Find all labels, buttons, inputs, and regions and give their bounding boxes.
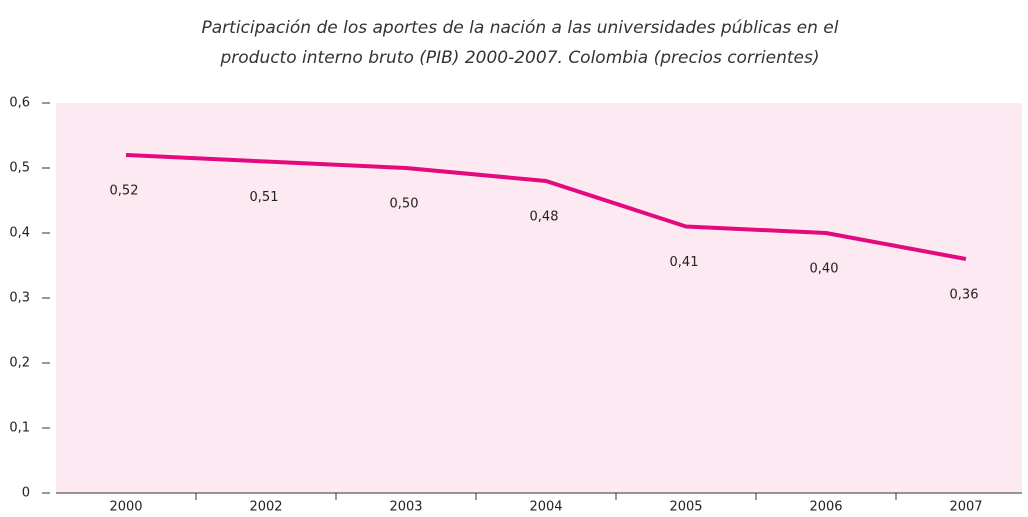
x-tick-label: 2002 [249,500,282,515]
data-label: 0,48 [530,210,559,225]
data-label: 0,50 [390,197,419,212]
chart-title: producto interno bruto (PIB) 2000-2007. … [219,48,819,68]
y-tick-label: 0,2 [9,356,30,371]
x-tick-label: 2006 [809,500,842,515]
plot-background [56,103,1022,493]
x-tick-label: 2000 [109,500,142,515]
x-tick-label: 2007 [949,500,982,515]
y-tick-label: 0 [22,486,30,501]
x-tick-label: 2003 [389,500,422,515]
data-label: 0,41 [670,255,699,270]
x-tick-label: 2005 [669,500,702,515]
y-tick-label: 0,4 [9,226,30,241]
line [125,153,967,261]
data-label: 0,36 [950,288,979,303]
data-label: 0,40 [810,262,839,277]
y-tick-label: 0,5 [9,161,30,176]
y-tick-label: 0,3 [9,291,30,306]
y-tick-label: 0,6 [9,96,30,111]
y-tick-label: 0,1 [9,421,30,436]
x-tick-label: 2004 [529,500,562,515]
data-label: 0,51 [250,190,279,205]
chart-title: Participación de los aportes de la nació… [202,18,839,38]
data-label: 0,52 [110,184,139,199]
